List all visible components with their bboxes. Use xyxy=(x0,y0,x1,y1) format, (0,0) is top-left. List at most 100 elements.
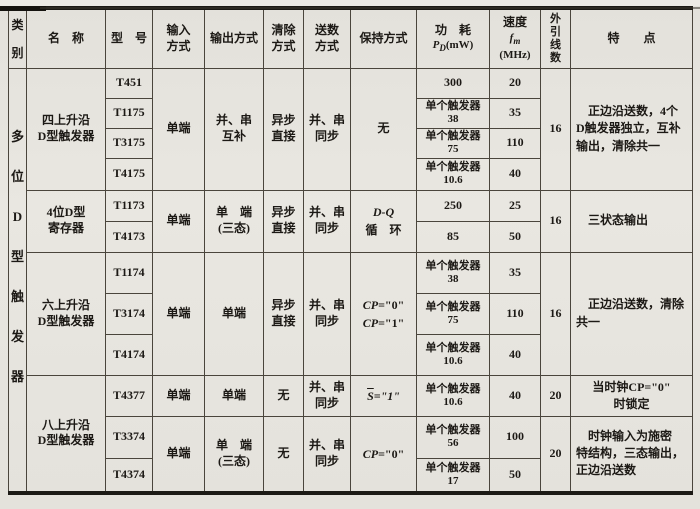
header-speed-unit: (MHz) xyxy=(499,48,531,61)
header-category-label: 类 别 xyxy=(11,17,24,60)
hold-cell-b1: 无 xyxy=(350,67,417,191)
pins-cell-b3: 16 xyxy=(540,251,571,376)
output-cell-b2: 单 端 (三态) xyxy=(204,189,264,253)
output-cell-b4r2: 单 端 (三态) xyxy=(204,415,264,494)
power-cell: 单个触发器 75 xyxy=(416,292,490,335)
model-cell: T451 xyxy=(105,67,153,99)
speed-cell: 40 xyxy=(489,157,541,191)
header-output-label: 输出方式 xyxy=(209,30,258,45)
header-model-label: 型 号 xyxy=(110,30,147,45)
power-cell: 单个触发器 75 xyxy=(416,127,490,159)
speed-cell: 110 xyxy=(489,127,541,159)
scan-artifact-topline xyxy=(40,7,700,9)
speed-cell: 35 xyxy=(489,251,541,294)
features-cell-b4r2: 时钟输入为施密 特结构，三态输出， 正边沿送数 xyxy=(570,415,693,494)
header-power: 功 耗 PD(mW) xyxy=(416,7,490,69)
power-cell: 单个触发器 10.6 xyxy=(416,374,490,417)
header-input: 输入 方式 xyxy=(152,7,205,69)
send-cell-b4r2: 并、串 同步 xyxy=(303,415,351,494)
clear-cell-b1: 异步 直接 xyxy=(263,67,304,191)
power-cell: 单个触发器 10.6 xyxy=(416,333,490,376)
header-power-title: 功 耗 xyxy=(434,22,471,37)
hold-cell-b4r2: CP="0" xyxy=(350,415,417,494)
model-cell: T1173 xyxy=(105,189,153,222)
header-hold-label: 保持方式 xyxy=(359,30,408,45)
model-cell: T4173 xyxy=(105,220,153,253)
header-features: 特 点 xyxy=(570,7,693,69)
model-cell: T4174 xyxy=(105,333,153,376)
input-cell-b4r2: 单端 xyxy=(152,415,205,494)
model-cell: T3175 xyxy=(105,127,153,159)
name-cell-b4: 八上升沿 D型触发器 xyxy=(26,374,106,494)
header-output: 输出方式 xyxy=(204,7,264,69)
output-cell-b3: 单端 xyxy=(204,251,264,376)
pins-cell-b1: 16 xyxy=(540,67,571,191)
header-pins: 外 引 线 数 xyxy=(540,7,571,69)
clear-cell-b2: 异步 直接 xyxy=(263,189,304,253)
speed-cell: 110 xyxy=(489,292,541,335)
send-cell-b4r1: 并、串 同步 xyxy=(303,374,351,417)
table-row: 4位D型 寄存器 T1173 单端 单 端 (三态) 异步 直接 并、串 同步 … xyxy=(9,189,693,253)
power-cell: 单个触发器 38 xyxy=(416,251,490,294)
table-row: 八上升沿 D型触发器 T4377 单端 单端 无 并、串 同步 S="1" 单个… xyxy=(9,374,693,494)
speed-cell: 25 xyxy=(489,189,541,222)
header-name: 名 称 xyxy=(26,7,106,69)
power-cell: 单个触发器 56 xyxy=(416,415,490,459)
header-category: 类 别 xyxy=(8,7,27,69)
header-input-label: 输入 方式 xyxy=(166,23,191,53)
features-cell-b1: 正边沿送数，4个 D触发器独立，互补 输出，清除共一 xyxy=(570,67,693,191)
power-cell: 250 xyxy=(416,189,490,222)
input-cell-b1: 单端 xyxy=(152,67,205,191)
model-cell: T1175 xyxy=(105,97,153,129)
clear-cell-b3: 异步 直接 xyxy=(263,251,304,376)
table-row: 六上升沿 D型触发器 T1174 单端 单端 异步 直接 并、串 同步 CP="… xyxy=(9,251,693,376)
table-row: T4174 单个触发器 10.6 40 xyxy=(9,333,693,376)
speed-cell: 50 xyxy=(489,220,541,253)
power-cell: 单个触发器 17 xyxy=(416,457,490,494)
header-hold: 保持方式 xyxy=(350,7,417,69)
model-cell: T4175 xyxy=(105,157,153,191)
header-model: 型 号 xyxy=(105,7,153,69)
header-row: 类 别 名 称 型 号 输入 方式 输出方式 清除 方式 送数 方式 保持方式 … xyxy=(8,7,693,69)
header-clear: 清除 方式 xyxy=(263,7,304,69)
header-send: 送数 方式 xyxy=(303,7,351,69)
category-cell: 多 位 D 型 触 发 器 xyxy=(8,67,27,494)
table-row: T3175 单个触发器 75 110 xyxy=(9,127,693,159)
power-cell: 单个触发器 10.6 xyxy=(416,157,490,191)
send-cell-b3: 并、串 同步 xyxy=(303,251,351,376)
name-cell-b1: 四上升沿 D型触发器 xyxy=(26,67,106,191)
table-row: T4374 单个触发器 17 50 xyxy=(9,457,693,494)
header-power-formula: PD(mW) xyxy=(432,39,474,54)
name-cell-b2: 4位D型 寄存器 xyxy=(26,189,106,253)
category-label: 多 位 D 型 触 发 器 xyxy=(10,128,24,384)
scan-artifact-corner xyxy=(0,6,46,11)
header-pins-label: 外 引 线 数 xyxy=(550,12,561,64)
table-row: T3374 单端 单 端 (三态) 无 并、串 同步 CP="0" 单个触发器 … xyxy=(9,415,693,494)
clear-cell-b4r1: 无 xyxy=(263,374,304,417)
hold-cell-b3: CP="0" CP="1" xyxy=(350,251,417,376)
table-row: 多 位 D 型 触 发 器 四上升沿 D型触发器 T451 单端 并、串 互补 … xyxy=(8,67,693,494)
speed-cell: 20 xyxy=(489,67,541,99)
header-features-label: 特 点 xyxy=(607,30,656,45)
features-cell-b3: 正边沿送数，清除 共一 xyxy=(570,251,693,376)
input-cell-b3: 单端 xyxy=(152,251,205,376)
output-cell-b1: 并、串 互补 xyxy=(204,67,264,191)
speed-cell: 100 xyxy=(489,415,541,459)
features-cell-b2: 三状态输出 xyxy=(570,189,693,253)
send-cell-b1: 并、串 同步 xyxy=(303,67,351,191)
clear-cell-b4r2: 无 xyxy=(263,415,304,494)
speed-cell: 50 xyxy=(489,457,541,494)
input-cell-b2: 单端 xyxy=(152,189,205,253)
power-cell: 85 xyxy=(416,220,490,253)
header-name-label: 名 称 xyxy=(47,30,84,45)
features-cell-b4r1: 当时钟CP="0" 时锁定 xyxy=(570,374,693,417)
send-cell-b2: 并、串 同步 xyxy=(303,189,351,253)
model-cell: T1174 xyxy=(105,251,153,294)
model-cell: T4374 xyxy=(105,457,153,494)
table-row: T3174 单个触发器 75 110 xyxy=(9,292,693,335)
header-speed: 速度 fm (MHz) xyxy=(489,7,541,69)
output-cell-b4r1: 单端 xyxy=(204,374,264,417)
model-cell: T3374 xyxy=(105,415,153,459)
flipflop-spec-table: 类 别 名 称 型 号 输入 方式 输出方式 清除 方式 送数 方式 保持方式 … xyxy=(8,6,693,495)
header-speed-formula: fm xyxy=(509,31,521,47)
